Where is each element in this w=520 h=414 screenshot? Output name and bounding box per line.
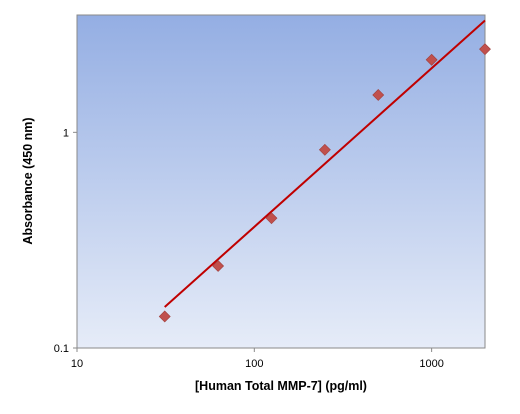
plot-area [76, 14, 486, 349]
fit-line [164, 19, 486, 308]
x-tick-label: 100 [245, 358, 263, 370]
y-axis-label: Absorbance (450 nm) [21, 117, 35, 244]
x-tick-label: 10 [71, 358, 83, 370]
y-tick-label: 0.1 [54, 343, 69, 355]
data-point [372, 89, 385, 101]
y-tick-label: 1 [63, 127, 69, 139]
data-point [212, 260, 225, 272]
x-axis-label: [Human Total MMP-7] (pg/ml) [195, 379, 367, 393]
x-tick-label: 1000 [419, 358, 443, 370]
data-point [479, 43, 491, 56]
data-point [318, 143, 331, 156]
data-point [265, 212, 278, 225]
data-point [158, 310, 171, 323]
data-point [425, 53, 438, 66]
